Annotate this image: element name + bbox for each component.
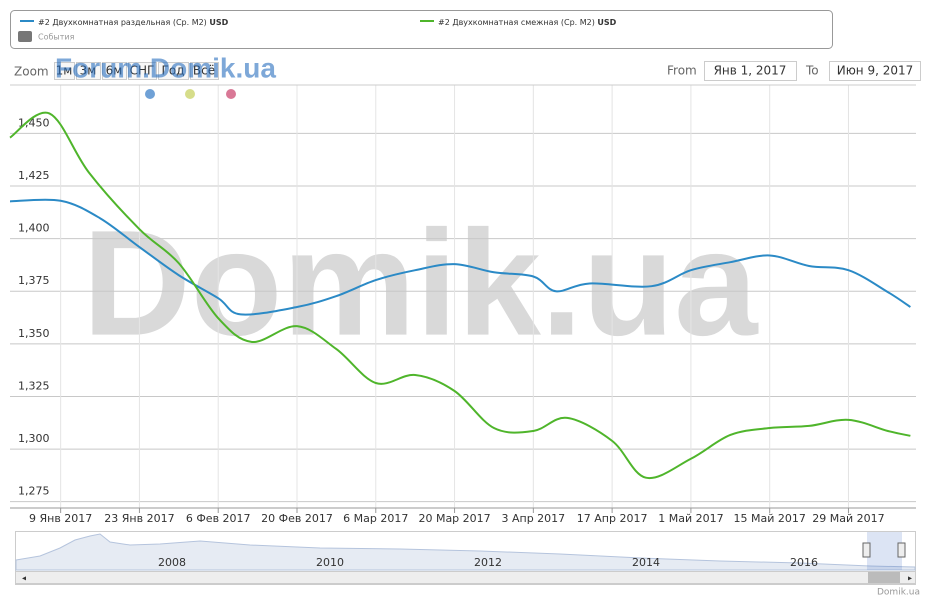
event-flag[interactable]	[145, 89, 155, 99]
to-value[interactable]: Июн 9, 2017	[837, 64, 914, 78]
series-line	[9, 111, 911, 480]
range-button[interactable]	[128, 62, 157, 80]
events-icon	[18, 31, 32, 42]
y-tick-label: 1,450	[18, 116, 50, 129]
series-line	[9, 198, 911, 316]
range-button-label[interactable]: 3м	[80, 64, 97, 78]
scrollbar[interactable]	[15, 571, 916, 584]
x-tick-label: 6 Мар 2017	[343, 512, 408, 525]
scroll-left[interactable]: ◂	[22, 574, 26, 583]
y-tick-label: 1,425	[18, 169, 50, 182]
range-button[interactable]	[158, 62, 189, 80]
y-tick-label: 1,275	[18, 485, 50, 498]
from-label: From	[667, 64, 697, 78]
navigator-year: 2014	[632, 556, 660, 569]
legend-unit: USD	[597, 18, 616, 27]
x-tick-label: 6 Фев 2017	[186, 512, 251, 525]
x-tick-label: 23 Янв 2017	[104, 512, 174, 525]
navigator-series	[15, 533, 916, 571]
credits[interactable]: Domik.ua	[877, 588, 920, 598]
zoom-label: Zoom	[14, 65, 49, 79]
range-button[interactable]	[54, 62, 75, 80]
range-button[interactable]	[76, 62, 101, 80]
navigator-handle[interactable]	[897, 542, 906, 558]
legend-name: #2 Двухкомнатная смежная (Ср. М2)	[438, 18, 595, 27]
x-tick-label: 20 Мар 2017	[418, 512, 490, 525]
from-value[interactable]: Янв 1, 2017	[714, 64, 787, 78]
event-flag[interactable]	[226, 89, 236, 99]
to-input[interactable]	[829, 61, 921, 81]
forum-watermark: Forum.Domik.ua	[55, 52, 276, 83]
x-tick-label: 3 Апр 2017	[501, 512, 565, 525]
from-input[interactable]	[704, 61, 797, 81]
navigator-handle[interactable]	[862, 542, 871, 558]
range-button-label[interactable]: Всё	[193, 64, 215, 78]
legend-entry[interactable]: #2 Двухкомнатная смежная (Ср. М2) USD	[438, 18, 617, 27]
range-button-label[interactable]: Год	[162, 64, 185, 78]
legend-name: #2 Двухкомнатная раздельная (Ср. М2)	[38, 18, 207, 27]
y-tick-label: 1,300	[18, 432, 50, 445]
scroll-right[interactable]: ▸	[908, 574, 912, 583]
range-button-label[interactable]: 6м	[106, 64, 123, 78]
x-tick-label: 1 Май 2017	[658, 512, 723, 525]
y-tick-label: 1,375	[18, 274, 50, 287]
legend-unit: USD	[209, 18, 228, 27]
range-button-label[interactable]: СНГ	[130, 64, 155, 78]
x-tick-label: 9 Янв 2017	[29, 512, 92, 525]
navigator-year: 2008	[158, 556, 186, 569]
legend-entry[interactable]: #2 Двухкомнатная раздельная (Ср. М2) USD	[38, 18, 229, 27]
y-tick-label: 1,400	[18, 222, 50, 235]
range-button-label[interactable]: 1м	[56, 64, 73, 78]
navigator-year: 2016	[790, 556, 818, 569]
x-tick-label: 15 Май 2017	[734, 512, 806, 525]
event-flag[interactable]	[185, 89, 195, 99]
navigator-mask[interactable]	[867, 532, 902, 570]
to-label: To	[805, 64, 819, 78]
x-tick-label: 17 Апр 2017	[577, 512, 648, 525]
x-tick-label: 29 Май 2017	[812, 512, 884, 525]
watermark: Domik.ua	[82, 199, 759, 367]
scrollbar-thumb[interactable]	[868, 572, 900, 583]
range-button[interactable]	[102, 62, 127, 80]
range-button[interactable]	[190, 62, 219, 80]
navigator-year: 2010	[316, 556, 344, 569]
navigator-year: 2012	[474, 556, 502, 569]
y-tick-label: 1,325	[18, 379, 50, 392]
y-tick-label: 1,350	[18, 327, 50, 340]
legend-box	[10, 10, 833, 49]
events-label[interactable]: События	[38, 33, 75, 42]
x-tick-label: 20 Фев 2017	[261, 512, 333, 525]
